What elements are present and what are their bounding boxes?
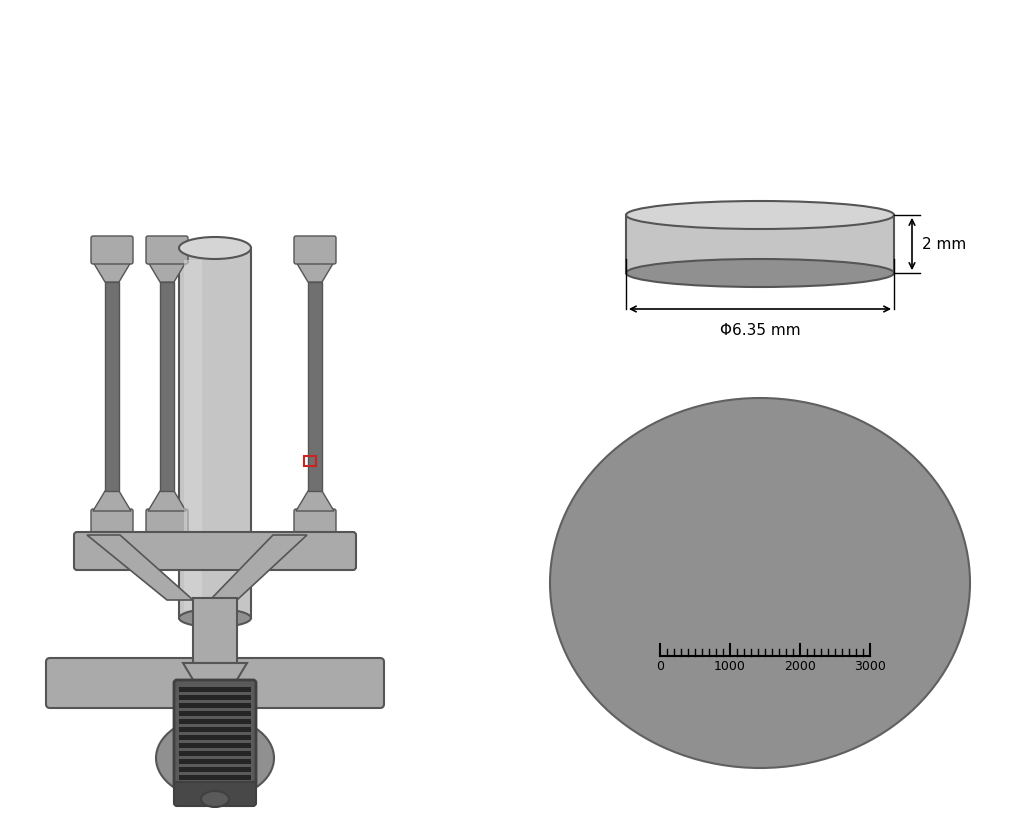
FancyBboxPatch shape (294, 509, 336, 537)
FancyBboxPatch shape (91, 509, 133, 537)
Bar (105, 282, 119, 491)
Bar (184, 260, 202, 610)
Bar (179, 743, 251, 747)
Polygon shape (148, 491, 186, 511)
Polygon shape (93, 491, 131, 511)
FancyBboxPatch shape (146, 509, 188, 537)
Ellipse shape (550, 398, 970, 768)
Bar (179, 703, 251, 707)
Ellipse shape (626, 259, 894, 287)
Text: 0: 0 (656, 660, 664, 673)
Bar (179, 759, 251, 763)
Bar (179, 767, 251, 771)
Bar (308, 282, 322, 491)
Polygon shape (183, 663, 247, 683)
Bar (179, 711, 251, 716)
Text: 2 mm: 2 mm (922, 237, 967, 252)
Bar (201, 702, 229, 754)
Text: 2000: 2000 (784, 660, 816, 673)
Text: 3000: 3000 (854, 660, 886, 673)
Polygon shape (296, 262, 334, 282)
FancyBboxPatch shape (174, 680, 256, 788)
Ellipse shape (179, 237, 251, 259)
Ellipse shape (201, 791, 229, 807)
FancyBboxPatch shape (74, 532, 356, 570)
FancyBboxPatch shape (174, 782, 256, 806)
Bar (179, 727, 251, 731)
Bar (179, 719, 251, 724)
Polygon shape (148, 262, 186, 282)
Bar (304, 456, 316, 466)
Bar (626, 215, 894, 273)
FancyBboxPatch shape (294, 236, 336, 264)
Bar (179, 695, 251, 700)
Ellipse shape (179, 609, 251, 627)
Polygon shape (87, 535, 193, 600)
Polygon shape (210, 535, 307, 600)
FancyBboxPatch shape (91, 236, 133, 264)
Ellipse shape (626, 201, 894, 229)
Text: Φ6.35 mm: Φ6.35 mm (720, 323, 801, 338)
Bar (160, 282, 174, 491)
Ellipse shape (156, 717, 274, 799)
Bar (179, 751, 251, 756)
Polygon shape (296, 491, 334, 511)
Polygon shape (93, 262, 131, 282)
Bar (179, 735, 251, 740)
FancyBboxPatch shape (46, 658, 384, 708)
Text: 1000: 1000 (714, 660, 745, 673)
Bar (179, 775, 251, 780)
FancyBboxPatch shape (146, 236, 188, 264)
Bar (179, 248, 251, 618)
Bar (193, 598, 237, 663)
Bar (179, 687, 251, 691)
